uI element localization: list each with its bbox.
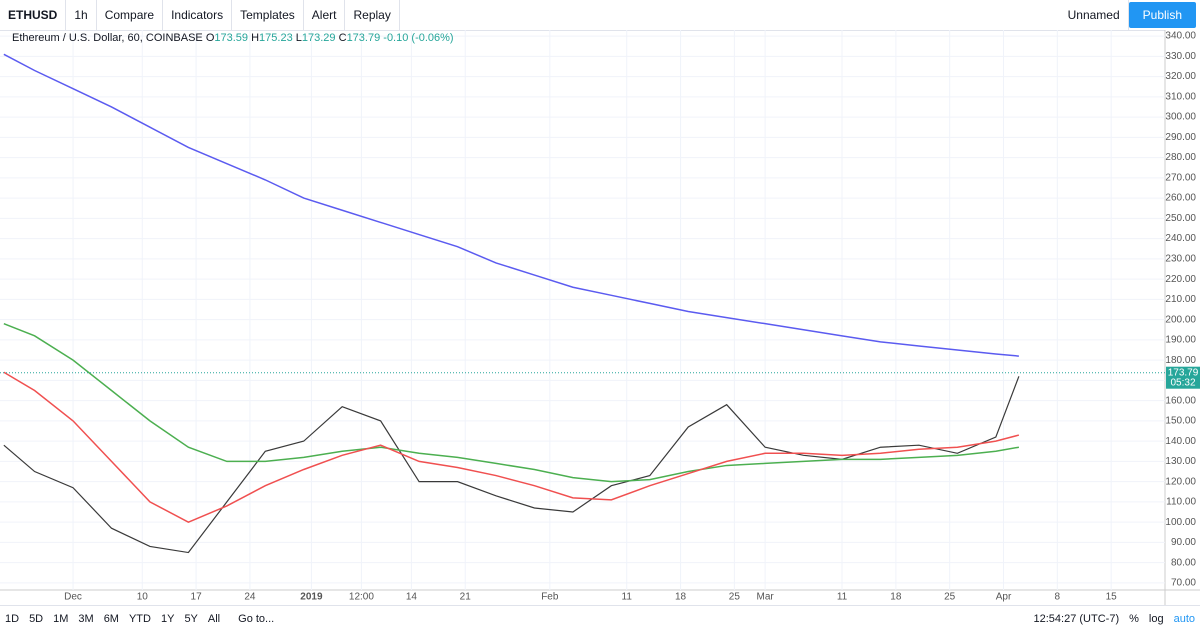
publish-button[interactable]: Publish [1128, 2, 1196, 28]
y-tick-label: 230.00 [1165, 254, 1196, 265]
x-tick-label: 18 [675, 592, 687, 603]
y-tick-label: 190.00 [1165, 335, 1196, 346]
x-tick-label: 25 [944, 592, 956, 603]
x-tick-label: 15 [1106, 592, 1118, 603]
x-tick-label: Feb [541, 592, 559, 603]
y-tick-label: 180.00 [1165, 355, 1196, 366]
x-tick-label: Apr [996, 592, 1012, 603]
series-line [3, 371, 1020, 523]
toolbar: ETHUSD 1h Compare Indicators Templates A… [0, 0, 1200, 31]
y-tick-label: 260.00 [1165, 193, 1196, 204]
high: 175.23 [259, 32, 293, 44]
toolbar-button[interactable]: Indicators [163, 0, 233, 30]
y-tick-label: 300.00 [1165, 112, 1196, 123]
x-tick-label: 10 [137, 592, 149, 603]
x-tick-label: 25 [729, 592, 741, 603]
y-tick-label: 70.00 [1171, 578, 1196, 589]
x-tick-label: 11 [622, 592, 633, 603]
range[interactable]: All [207, 612, 221, 625]
label: C [338, 32, 347, 44]
y-tick-label: 330.00 [1165, 51, 1196, 62]
y-tick-label: 210.00 [1165, 294, 1196, 305]
toolbar-button[interactable]: Compare [97, 0, 164, 30]
range[interactable]: 6M [103, 612, 119, 625]
range[interactable]: 1M [53, 612, 69, 625]
range[interactable]: 5D [29, 612, 44, 625]
last-price-label: 173.79 [1168, 367, 1199, 378]
countdown: 05:32 [1170, 377, 1195, 388]
y-tick-label: 160.00 [1165, 395, 1196, 406]
y-tick-label: 290.00 [1165, 132, 1196, 143]
legend-title: Ethereum / U.S. Dollar, 60, COINBASE [12, 32, 203, 44]
label: O [205, 32, 215, 44]
y-tick-label: 100.00 [1165, 517, 1196, 528]
series-line [3, 53, 1019, 357]
toolbar-button[interactable]: Replay [345, 0, 400, 30]
y-tick-label: 90.00 [1171, 537, 1196, 548]
y-tick-label: 200.00 [1165, 314, 1196, 325]
range[interactable]: 3M [78, 612, 94, 625]
change: -0.10 (-0.06%) [383, 32, 454, 44]
y-tick-label: 120.00 [1165, 476, 1196, 487]
interval[interactable]: 1h [66, 0, 97, 30]
low: 173.29 [301, 32, 336, 44]
auto[interactable]: auto [1173, 612, 1195, 625]
x-tick-label: Dec [64, 592, 82, 603]
range[interactable]: 1D [5, 612, 20, 625]
log[interactable]: log [1148, 612, 1164, 625]
open: 173.59 [214, 32, 249, 44]
range[interactable]: 5Y [184, 612, 198, 625]
toolbar-button[interactable]: Templates [232, 0, 304, 30]
range[interactable]: YTD [128, 612, 151, 625]
y-tick-label: 220.00 [1165, 274, 1196, 285]
y-tick-label: 240.00 [1165, 233, 1196, 244]
y-tick-label: 320.00 [1165, 71, 1196, 82]
legend: Ethereum / U.S. Dollar, 60, COINBASE O17… [12, 32, 454, 44]
x-tick-label: 8 [1055, 592, 1061, 603]
last-price-box [1166, 366, 1200, 389]
x-tick-label: 12:00 [349, 592, 374, 603]
goto[interactable]: Go to... [238, 612, 275, 625]
label: H [251, 32, 260, 44]
x-tick-label: 21 [460, 592, 472, 603]
bottom-bar: 1D 5D 1M 3M 6M YTD 1Y 5Y All Go to... 12… [0, 605, 1200, 631]
y-tick-label: 250.00 [1165, 213, 1196, 224]
symbol[interactable]: ETHUSD [0, 0, 67, 30]
range[interactable]: 1Y [160, 612, 175, 625]
y-tick-label: 150.00 [1165, 416, 1196, 427]
y-tick-label: 310.00 [1165, 91, 1196, 102]
y-tick-label: 80.00 [1171, 557, 1196, 568]
y-tick-label: 340.00 [1165, 31, 1196, 42]
y-tick-label: 270.00 [1165, 172, 1196, 183]
clock: 12:54:27 (UTC-7) [1033, 612, 1120, 625]
y-tick-label: 280.00 [1165, 152, 1196, 163]
y-tick-label: 140.00 [1165, 436, 1196, 447]
toolbar-button[interactable]: Alert [304, 0, 346, 30]
chart: 70.00 80.00 90.00 100.00 110.00 120.00 130.00 1… [0, 30, 1200, 605]
x-tick-label: 17 [191, 592, 203, 603]
x-tick-label: 24 [244, 592, 256, 603]
y-tick-label: 110.00 [1166, 497, 1196, 508]
series-line [3, 322, 1020, 483]
x-tick-label: 14 [406, 592, 418, 603]
x-tick-label: 2019 [300, 592, 323, 603]
price-axis [1165, 30, 1200, 605]
y-tick-label: 130.00 [1165, 456, 1196, 467]
x-tick-label: 11 [837, 592, 848, 603]
layout-name[interactable]: Unnamed [1060, 0, 1129, 30]
x-tick-label: 18 [890, 592, 902, 603]
series-line [3, 376, 1020, 554]
label: L [295, 32, 302, 44]
percent[interactable]: % [1129, 612, 1139, 625]
close: 173.79 [346, 32, 381, 44]
x-tick-label: Mar [757, 592, 775, 603]
